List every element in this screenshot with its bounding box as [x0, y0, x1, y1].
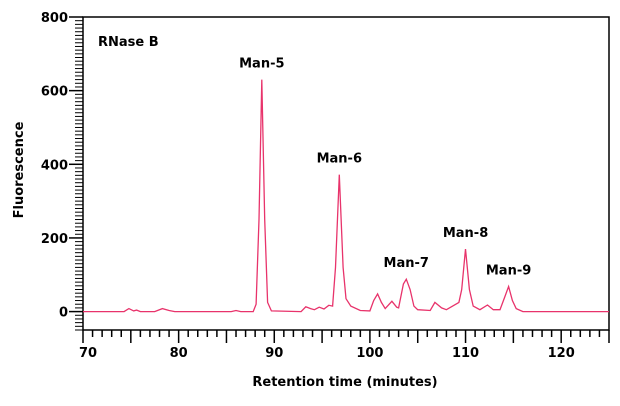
- x-tick-label: 90: [265, 346, 283, 361]
- peak-label: Man-9: [486, 264, 531, 279]
- peak-label: Man-6: [317, 152, 362, 167]
- x-tick-label: 100: [356, 346, 383, 361]
- x-tick-label: 120: [548, 346, 575, 361]
- peak-label: Man-5: [239, 57, 284, 72]
- y-tick-labels: 0 200 400 600 800: [41, 11, 68, 321]
- x-tick-labels: 70 80 90 100 110 120: [79, 346, 575, 361]
- y-tick-label: 400: [41, 158, 68, 173]
- y-tick-label: 800: [41, 11, 68, 26]
- peak-label: Man-7: [384, 256, 429, 271]
- x-tick-label: 110: [452, 346, 479, 361]
- x-minor-ticks: [82, 330, 610, 343]
- peak-annotations: Man-5 Man-6 Man-7 Man-8 Man-9: [239, 57, 531, 279]
- y-minor-ticks: [69, 16, 83, 331]
- sample-label: RNase B: [98, 35, 159, 50]
- x-axis-label: Retention time (minutes): [252, 375, 437, 390]
- x-tick-label: 70: [79, 346, 97, 361]
- y-tick-label: 200: [41, 232, 68, 247]
- y-tick-label: 600: [41, 85, 68, 100]
- plot-frame: [82, 16, 610, 331]
- peak-label: Man-8: [443, 226, 488, 241]
- y-tick-label: 0: [59, 306, 68, 321]
- y-axis-label: Fluorescence: [12, 121, 27, 218]
- fluorescence-trace: [83, 79, 609, 313]
- x-tick-label: 80: [170, 346, 188, 361]
